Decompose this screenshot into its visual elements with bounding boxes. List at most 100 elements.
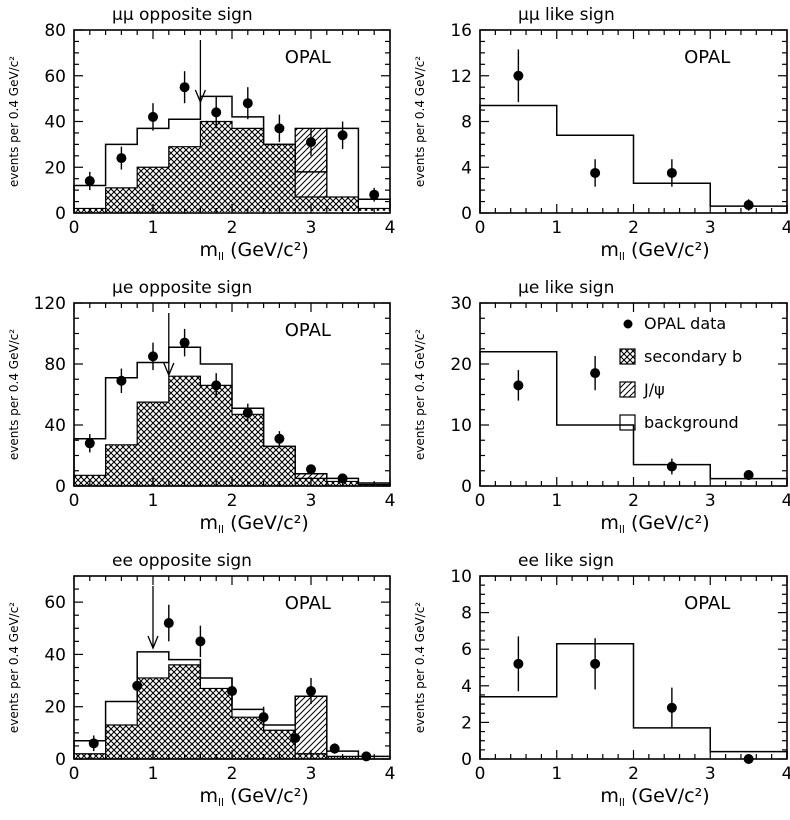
data-point	[211, 107, 222, 118]
x-tick-label: 4	[782, 491, 790, 511]
data-point	[179, 82, 190, 93]
panel-title: μμ opposite sign	[112, 5, 253, 25]
data-point	[590, 167, 601, 178]
x-axis-label: mll (GeV/c²)	[600, 239, 709, 263]
data-point	[163, 618, 174, 629]
x-tick-label: 0	[69, 764, 80, 784]
x-axis-label: mll (GeV/c²)	[199, 785, 308, 809]
legend-label-jpsi: J/ψ	[643, 380, 665, 399]
y-tick-label: 40	[44, 645, 66, 665]
legend-swatch-background	[619, 414, 636, 431]
y-tick-label: 20	[450, 355, 472, 375]
panel-title: μe like sign	[518, 278, 614, 298]
data-point	[337, 473, 348, 484]
y-tick-label: 20	[44, 158, 66, 178]
y-tick-label: 10	[450, 567, 472, 587]
y-tick-label: 60	[44, 67, 66, 87]
data-point	[211, 380, 222, 391]
y-tick-label: 80	[44, 21, 66, 41]
data-point	[258, 712, 269, 723]
x-axis-label: mll (GeV/c²)	[199, 239, 308, 263]
legend-label-background: background	[644, 413, 739, 432]
data-point	[369, 189, 380, 200]
y-tick-label: 80	[44, 355, 66, 375]
legend-label-secondary: secondary b	[644, 347, 742, 366]
jpsi-histogram	[294, 695, 328, 755]
legend: OPAL data secondary b J/ψ background	[619, 314, 742, 432]
x-tick-label: 2	[227, 218, 238, 238]
panel-title: ee like sign	[518, 551, 614, 571]
y-tick-label: 10	[450, 416, 472, 436]
y-axis-label: events per 0.4 GeV/c²	[413, 602, 427, 733]
y-axis-label: events per 0.4 GeV/c²	[7, 56, 21, 187]
x-tick-label: 2	[628, 491, 639, 511]
data-point	[179, 337, 190, 348]
data-point	[84, 175, 95, 186]
panel-title: ee opposite sign	[112, 551, 252, 571]
y-tick-label: 2	[461, 713, 472, 733]
y-tick-label: 40	[44, 416, 66, 436]
x-tick-label: 3	[306, 491, 317, 511]
panel-ee-ls: 0 1 2 3 4 0 2 4 6 8 10 ee like sign OPAL events per 0…	[413, 551, 790, 809]
x-tick-label: 4	[782, 218, 790, 238]
y-tick-label: 4	[461, 158, 472, 178]
opal-label: OPAL	[684, 593, 730, 614]
x-tick-label: 0	[475, 764, 486, 784]
data-point	[666, 702, 677, 713]
y-tick-label: 0	[55, 204, 66, 224]
x-tick-label: 3	[705, 764, 716, 784]
y-tick-label: 0	[461, 750, 472, 770]
x-tick-label: 2	[227, 764, 238, 784]
data-point	[743, 470, 754, 481]
x-tick-label: 4	[782, 764, 790, 784]
data-point	[132, 680, 143, 691]
opal-label: OPAL	[285, 320, 331, 341]
panel-title: μe opposite sign	[112, 278, 252, 298]
y-tick-label: 0	[55, 750, 66, 770]
y-tick-label: 40	[44, 113, 66, 133]
data-point	[274, 433, 285, 444]
y-tick-label: 16	[450, 21, 472, 41]
y-axis-label: events per 0.4 GeV/c²	[413, 56, 427, 187]
data-point	[274, 123, 285, 134]
x-tick-label: 1	[551, 218, 562, 238]
x-tick-label: 1	[551, 764, 562, 784]
panel-mue-ls: 0 1 2 3 4 0 10 20 30 μe like sign events per 0.4 G…	[413, 278, 790, 536]
legend-swatch-jpsi	[619, 381, 636, 398]
data-point	[513, 70, 524, 81]
y-axis-label: events per 0.4 GeV/c²	[7, 329, 21, 460]
total-expectation-line	[479, 104, 788, 213]
data-point	[306, 464, 316, 475]
data-point	[242, 98, 253, 109]
x-axis-label: mll (GeV/c²)	[199, 512, 308, 536]
x-tick-label: 3	[306, 218, 317, 238]
data-point	[306, 137, 316, 148]
data-point	[148, 351, 158, 362]
data-point	[84, 438, 95, 449]
opal-label: OPAL	[285, 593, 331, 614]
y-tick-label: 0	[461, 477, 472, 497]
x-tick-label: 0	[69, 218, 80, 238]
x-tick-label: 3	[705, 218, 716, 238]
data-point	[148, 111, 158, 122]
y-tick-label: 30	[450, 294, 472, 314]
data-point	[513, 380, 524, 391]
y-tick-label: 6	[461, 640, 472, 660]
y-tick-label: 0	[461, 204, 472, 224]
data-point	[513, 658, 524, 669]
plot-frame	[479, 29, 788, 214]
x-tick-label: 1	[148, 218, 159, 238]
opal-label: OPAL	[285, 47, 331, 68]
y-axis-label: events per 0.4 GeV/c²	[7, 602, 21, 733]
x-tick-label: 2	[227, 491, 238, 511]
x-tick-label: 1	[148, 491, 159, 511]
x-tick-label: 2	[628, 764, 639, 784]
arrow-head	[194, 89, 206, 104]
y-axis-label: events per 0.4 GeV/c²	[413, 329, 427, 460]
data-point	[227, 686, 237, 697]
